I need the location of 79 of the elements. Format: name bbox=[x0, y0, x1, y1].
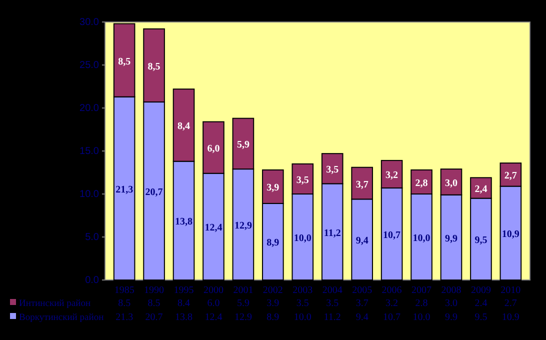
x-tick-label: 2007 bbox=[412, 285, 432, 296]
x-tick-label: 2004 bbox=[322, 285, 342, 296]
text: 10.0 bbox=[412, 312, 430, 323]
x-tick-label: 1985 bbox=[114, 285, 134, 296]
y-tick-label: 0.0 bbox=[85, 275, 100, 286]
legend-label: Интинский район bbox=[19, 299, 91, 309]
text: 13.8 bbox=[175, 312, 193, 323]
text: 9.4 bbox=[356, 312, 368, 323]
text: 8.5 bbox=[118, 298, 131, 309]
data-label: 6,0 bbox=[207, 144, 220, 155]
data-label: 2,7 bbox=[504, 170, 517, 182]
x-tick-label: 2005 bbox=[352, 285, 372, 296]
x-tick-label: 2002 bbox=[262, 285, 283, 296]
text: 10.0 bbox=[294, 312, 312, 323]
data-label: 3,2 bbox=[386, 170, 398, 182]
text: 3.5 bbox=[326, 298, 339, 309]
data-label: 9,5 bbox=[474, 235, 488, 246]
x-tick-label: 2008 bbox=[441, 285, 462, 296]
data-label: 20,7 bbox=[145, 186, 163, 198]
text: 2.8 bbox=[415, 298, 428, 309]
text: 2.7 bbox=[504, 298, 517, 309]
text: 11.2 bbox=[324, 312, 341, 323]
data-label: 10,0 bbox=[412, 233, 430, 244]
data-label: 12,9 bbox=[234, 220, 252, 232]
data-label: 10,9 bbox=[502, 229, 520, 240]
data-label: 3,9 bbox=[266, 182, 280, 194]
text: 3.2 bbox=[386, 298, 398, 309]
x-tick-label: 2006 bbox=[382, 285, 402, 296]
text: 20.7 bbox=[145, 312, 163, 323]
text: 2.4 bbox=[474, 298, 488, 309]
x-tick-label: 2010 bbox=[500, 285, 521, 296]
y-tick-label: 15.0 bbox=[80, 146, 100, 158]
x-tick-label: 2001 bbox=[233, 285, 254, 296]
x-tick-label: 2009 bbox=[470, 285, 491, 296]
data-label: 10,0 bbox=[294, 233, 312, 244]
text: 12.9 bbox=[234, 312, 252, 323]
text: 10.9 bbox=[502, 312, 520, 323]
y-tick-label: 30.0 bbox=[80, 17, 100, 28]
text: 8.9 bbox=[266, 312, 280, 323]
text: 8.5 bbox=[148, 298, 160, 309]
y-tick-label: 10.0 bbox=[80, 189, 100, 200]
y-tick-label: 5.0 bbox=[85, 232, 100, 244]
y-tick-label: 25.0 bbox=[80, 60, 100, 72]
text: 21.3 bbox=[116, 312, 134, 323]
data-label: 3,5 bbox=[326, 164, 339, 176]
data-label: 3,7 bbox=[356, 179, 368, 190]
data-label: 8,5 bbox=[118, 56, 131, 68]
data-label: 8,9 bbox=[266, 238, 280, 249]
x-tick-label: 2000 bbox=[203, 285, 224, 296]
data-label: 8,5 bbox=[148, 61, 160, 72]
text: 9.5 bbox=[474, 312, 488, 323]
text: 3.7 bbox=[356, 298, 368, 309]
text: 6.0 bbox=[207, 298, 220, 309]
text: 9.9 bbox=[444, 312, 458, 323]
text: 3.5 bbox=[296, 298, 309, 309]
data-label: 12,4 bbox=[204, 222, 222, 234]
x-tick-label: 1995 bbox=[174, 285, 194, 296]
data-label: 2,8 bbox=[415, 178, 428, 189]
data-label: 3,5 bbox=[296, 174, 309, 186]
text: 5.9 bbox=[236, 298, 250, 309]
legend-label: Воркутинский район bbox=[19, 313, 104, 323]
text: 3.9 bbox=[266, 298, 280, 309]
text: 10.7 bbox=[383, 312, 401, 323]
x-tick-label: 2003 bbox=[292, 285, 313, 296]
text: 8.4 bbox=[178, 298, 190, 309]
data-label: 3,0 bbox=[444, 178, 458, 189]
x-tick-label: 1990 bbox=[144, 285, 164, 296]
y-tick-label: 20.0 bbox=[80, 103, 100, 114]
data-label: 9,4 bbox=[356, 236, 368, 247]
data-label: 8,4 bbox=[178, 121, 190, 132]
data-label: 13,8 bbox=[175, 216, 193, 228]
data-label: 2,4 bbox=[474, 184, 488, 195]
data-label: 21,3 bbox=[116, 184, 134, 196]
text: 12.4 bbox=[204, 312, 222, 323]
text: 3.0 bbox=[444, 298, 458, 309]
data-label: 9,9 bbox=[444, 233, 458, 244]
data-label: 11,2 bbox=[324, 228, 341, 239]
data-label: 5,9 bbox=[236, 140, 250, 151]
data-label: 10,7 bbox=[383, 230, 401, 241]
